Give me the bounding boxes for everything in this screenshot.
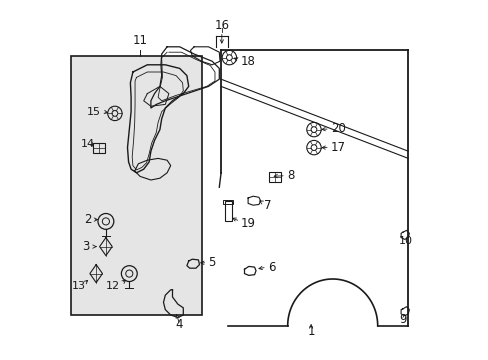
Text: 14: 14	[81, 139, 95, 149]
Text: 16: 16	[214, 19, 229, 32]
Text: 17: 17	[330, 141, 345, 154]
Text: 3: 3	[82, 240, 90, 253]
Text: 11: 11	[132, 34, 147, 47]
Bar	[268, 172, 281, 182]
Bar	[224, 201, 231, 220]
Text: 5: 5	[208, 256, 215, 269]
Text: 13: 13	[72, 281, 86, 291]
Text: 1: 1	[307, 325, 314, 338]
Text: 9: 9	[398, 313, 406, 326]
Text: 10: 10	[398, 236, 412, 246]
Text: 19: 19	[241, 217, 255, 230]
Bar	[223, 200, 233, 204]
Text: 8: 8	[286, 169, 294, 182]
Text: 12: 12	[106, 281, 120, 291]
Text: 2: 2	[84, 213, 91, 226]
Text: 4: 4	[175, 318, 183, 331]
Text: 15: 15	[86, 107, 101, 117]
Text: 18: 18	[240, 55, 255, 68]
Text: 7: 7	[264, 199, 271, 212]
Text: 20: 20	[330, 122, 345, 135]
Bar	[92, 143, 104, 153]
Bar	[71, 56, 202, 315]
Text: 6: 6	[267, 261, 275, 274]
